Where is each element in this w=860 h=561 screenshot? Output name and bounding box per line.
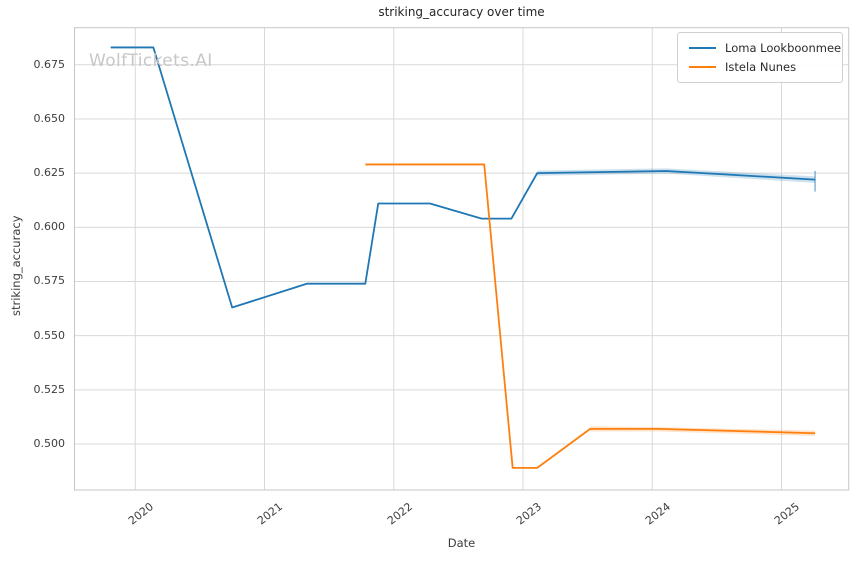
y-tick-label: 0.550	[33, 328, 66, 342]
y-tick-label: 0.575	[33, 274, 66, 288]
legend-item-loma-lookboonmee: Loma Lookboonmee	[689, 38, 842, 57]
watermark: WolfTickets.AI	[89, 51, 213, 71]
x-axis-label: Date	[447, 536, 476, 550]
legend-label: Loma Lookboonmee	[725, 40, 842, 55]
y-tick-label: 0.600	[33, 220, 66, 234]
legend-label: Istela Nunes	[725, 59, 797, 74]
ci-band-0	[537, 168, 816, 183]
series-line-0	[110, 46, 816, 309]
legend: Loma Lookboonmee Istela Nunes	[677, 32, 843, 83]
y-tick-label: 0.650	[33, 111, 66, 125]
plot-border	[74, 27, 850, 491]
chart-title: striking_accuracy over time	[378, 5, 545, 19]
series-line-1	[365, 163, 816, 469]
legend-item-istela-nunes: Istela Nunes	[689, 57, 842, 76]
y-tick-label: 0.525	[33, 382, 66, 396]
y-tick-label: 0.675	[33, 57, 66, 71]
legend-line-swatch-orange	[689, 65, 716, 68]
legend-line-swatch-blue	[689, 46, 716, 49]
y-tick-label: 0.625	[33, 166, 66, 180]
y-tick-label: 0.500	[33, 437, 66, 451]
